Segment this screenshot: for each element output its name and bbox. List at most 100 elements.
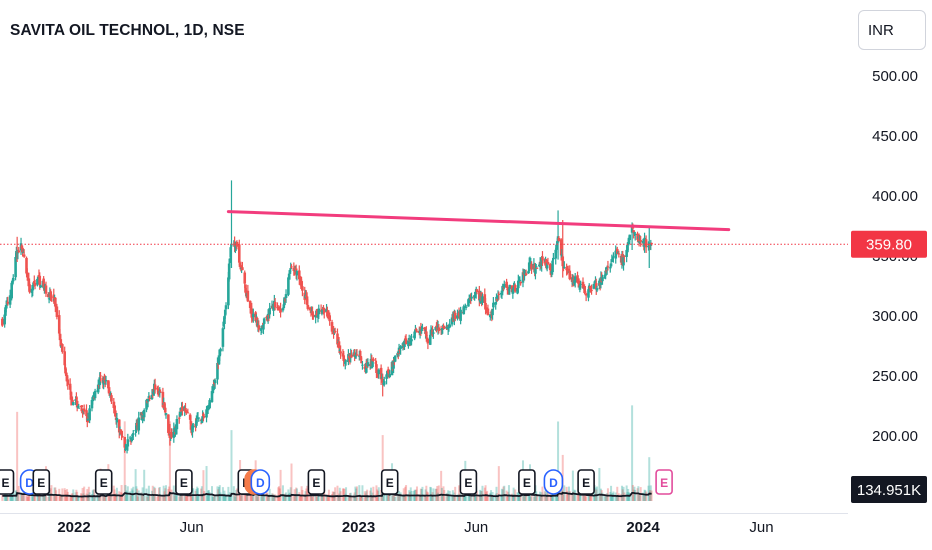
volume-bar (535, 491, 538, 501)
volume-bar (206, 493, 209, 501)
volume-bar (25, 490, 28, 501)
volume-bar (152, 495, 155, 501)
candle-body (626, 243, 630, 246)
volume-bar (105, 494, 107, 501)
candle-body (131, 434, 134, 437)
event-markers: EDEEEESDEEEEDEE (0, 469, 673, 495)
earnings-marker[interactable]: E (380, 469, 399, 495)
event-marker-label: D (25, 476, 34, 490)
candle-body (32, 282, 35, 287)
chart-title: SAVITA OIL TECHNOL, 1D, NSE (10, 22, 245, 39)
candle-body (167, 431, 171, 433)
candle-body (403, 340, 406, 347)
volume-bar (227, 486, 230, 501)
candle-body (314, 314, 317, 318)
volume-bar (266, 493, 269, 501)
earnings-marker[interactable]: E (577, 469, 595, 495)
candle-body (421, 327, 424, 329)
volume-bar (70, 493, 73, 501)
volume-bar (131, 490, 134, 501)
candle-body (641, 240, 645, 244)
volume-bar (6, 495, 9, 501)
volume-bar (272, 494, 275, 501)
candle (386, 370, 388, 379)
volume-bar (605, 493, 608, 501)
candle (251, 317, 254, 322)
candle (508, 288, 510, 295)
candle-body (606, 266, 610, 268)
volume-bar (81, 487, 84, 501)
candle-body (259, 328, 263, 331)
earnings-marker[interactable]: E (175, 469, 193, 495)
candle-body (605, 266, 609, 270)
candle-body (134, 430, 137, 432)
earnings-marker[interactable]: E (0, 469, 15, 495)
candle-body (50, 296, 53, 298)
candle-body (399, 346, 402, 349)
volume-bar (452, 496, 455, 501)
volume-bar (328, 496, 331, 501)
upcoming-earnings-marker[interactable]: E (655, 469, 673, 495)
earnings-marker[interactable]: E (94, 469, 113, 495)
candle-body (342, 355, 346, 361)
candle (421, 323, 424, 330)
candle-body (212, 384, 215, 391)
candle-body (267, 315, 271, 317)
candle (147, 398, 149, 408)
volume-bar (33, 494, 36, 501)
volume-bar (557, 492, 560, 501)
volume-bar (550, 496, 553, 501)
candle-body (506, 288, 509, 290)
volume-bar (288, 493, 291, 501)
volume-bar (219, 492, 222, 501)
candle (159, 389, 162, 393)
candle (440, 325, 442, 335)
volume-ma-line (2, 491, 652, 498)
currency-selector-button[interactable]: INR (858, 10, 926, 50)
resistance-trendline[interactable] (226, 210, 731, 232)
volume-bar (525, 492, 528, 501)
candle-body (450, 317, 454, 325)
candle (350, 349, 353, 358)
volume-bar (65, 494, 68, 501)
volume-bar (494, 493, 497, 501)
candle-body (478, 299, 482, 302)
candle (304, 289, 307, 299)
volume-bar (213, 494, 216, 501)
volume-bar (397, 494, 400, 501)
volume-bar (645, 491, 648, 501)
candle (523, 269, 526, 281)
candle-body (202, 413, 205, 417)
candle-body (57, 315, 61, 334)
volume-bar (625, 485, 628, 501)
candle-body (36, 276, 40, 280)
dividend-marker[interactable]: D (250, 469, 271, 495)
earnings-marker[interactable]: E (459, 469, 478, 495)
volume-bar (104, 496, 107, 501)
time-axis[interactable]: 2022 Jun 2023 Jun 2024 Jun (57, 519, 773, 536)
candle-body (354, 355, 357, 358)
earnings-marker[interactable]: E (307, 469, 326, 495)
volume-bar (481, 485, 484, 501)
candle-body (4, 305, 8, 308)
volume-bar (342, 488, 345, 501)
candle (349, 357, 351, 365)
dividend-marker[interactable]: D (543, 469, 564, 495)
earnings-marker[interactable]: E (32, 469, 51, 495)
candle-body (316, 314, 320, 318)
candle-body (425, 331, 428, 337)
candle-body (363, 366, 367, 369)
volume-bar (331, 494, 334, 501)
volume-bar (69, 496, 72, 501)
candle-body (260, 326, 264, 330)
candle-body (283, 299, 287, 301)
candle-body (360, 361, 363, 364)
candle-body (615, 248, 619, 254)
earnings-marker[interactable]: E (518, 469, 536, 495)
volume-bar (430, 496, 433, 501)
candle-body (191, 425, 194, 433)
candle (33, 275, 35, 287)
volume-bar (567, 493, 570, 501)
candle-body (423, 327, 427, 331)
